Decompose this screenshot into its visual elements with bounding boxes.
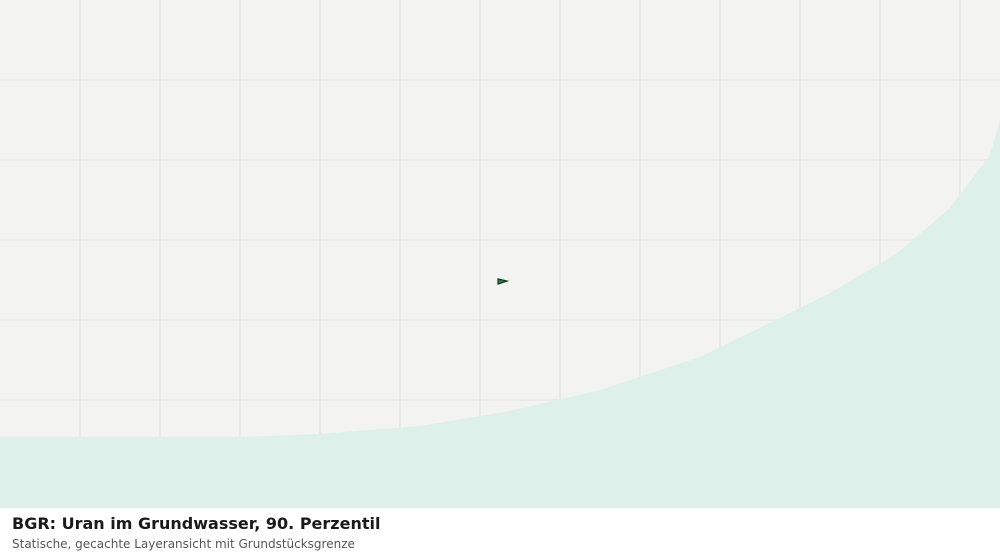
map xyxy=(0,0,1000,508)
subtitle: Statische, gecachte Layeransicht mit Gru… xyxy=(12,537,355,551)
title: BGR: Uran im Grundwasser, 90. Perzentil xyxy=(12,514,381,533)
parcel-boundary xyxy=(497,278,510,285)
uranium-area xyxy=(0,120,1000,508)
